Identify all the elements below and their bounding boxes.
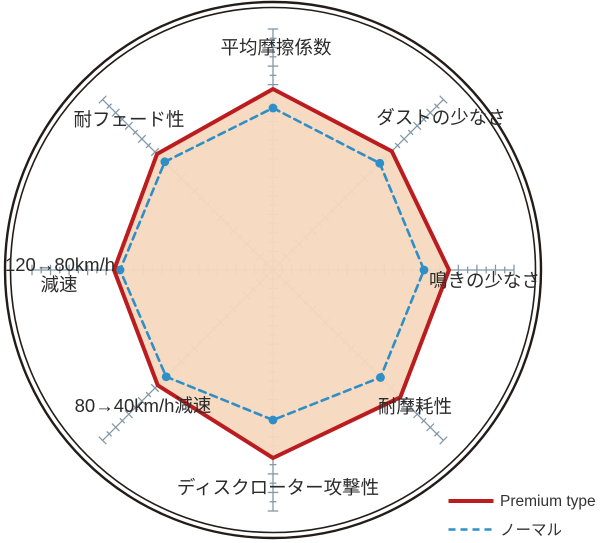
svg-text:耐フェード性: 耐フェード性	[73, 109, 184, 130]
svg-text:鳴きの少なさ: 鳴きの少なさ	[429, 270, 540, 291]
svg-text:減速: 減速	[40, 274, 77, 295]
svg-text:ダストの少なさ: ダストの少なさ	[376, 107, 506, 128]
svg-text:ディスクローター攻撃性: ディスクローター攻撃性	[177, 477, 379, 498]
svg-text:平均摩擦係数: 平均摩擦係数	[220, 37, 331, 58]
svg-text:ノーマル: ノーマル	[500, 522, 562, 539]
svg-text:Premium type: Premium type	[500, 493, 596, 510]
svg-text:80→40km/h減速: 80→40km/h減速	[75, 395, 212, 416]
svg-text:120→80km/h: 120→80km/h	[5, 254, 115, 275]
svg-text:耐摩耗性: 耐摩耗性	[378, 396, 452, 417]
